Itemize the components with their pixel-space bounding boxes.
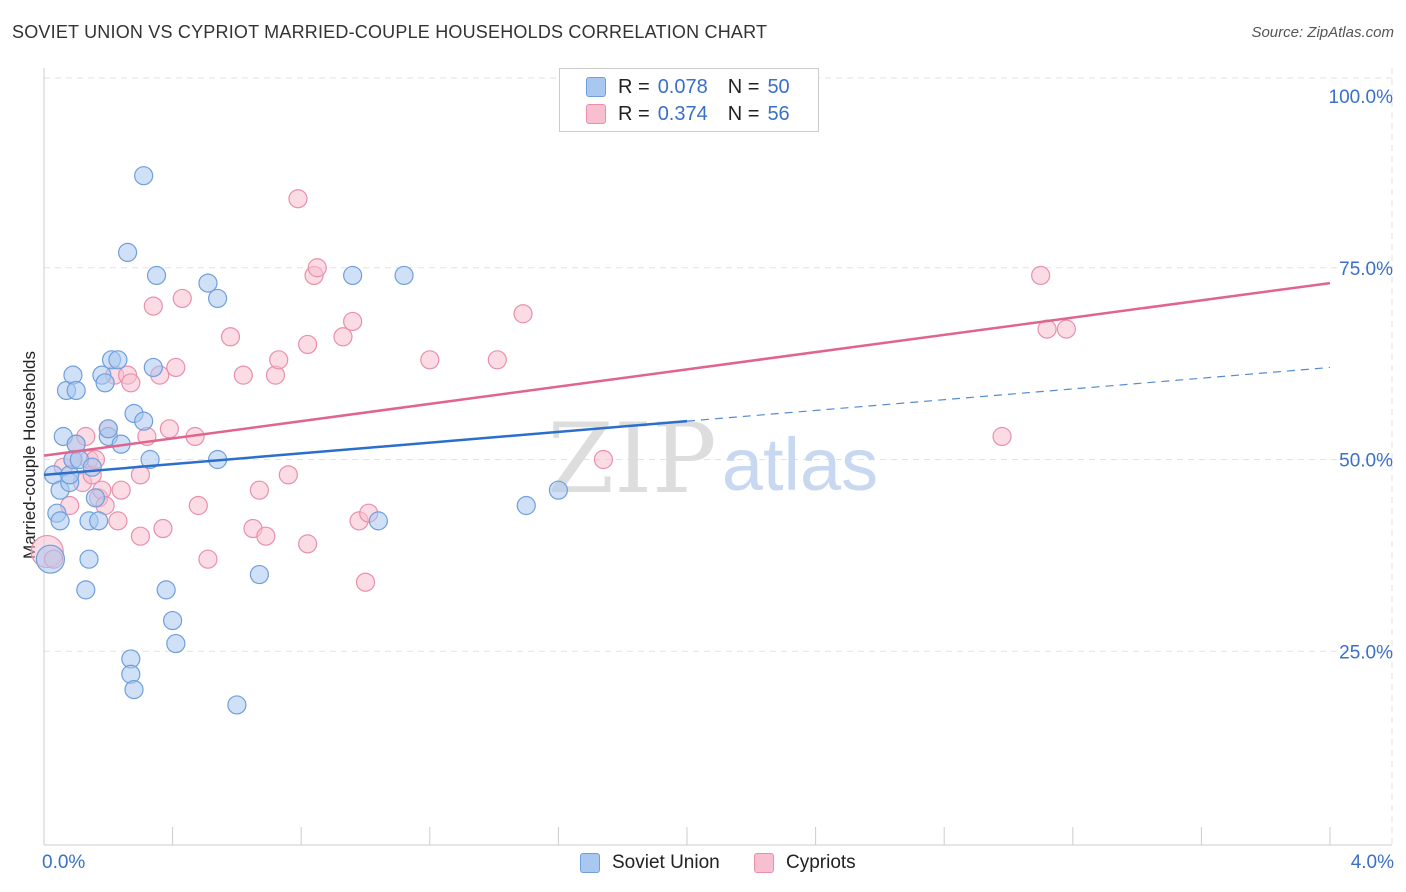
data-point	[208, 288, 228, 309]
data-point	[513, 304, 533, 324]
data-point	[35, 544, 66, 574]
data-point	[66, 380, 86, 401]
series-swatch-blue	[580, 853, 600, 873]
trend-line-soviet-union	[43, 419, 688, 477]
data-point	[220, 327, 241, 347]
data-point	[95, 373, 115, 393]
x-tick-label-min: 0.0%	[42, 852, 86, 873]
data-point	[298, 334, 318, 355]
data-point	[153, 518, 173, 539]
data-point	[79, 549, 99, 569]
data-point	[487, 350, 507, 370]
data-point	[124, 679, 144, 700]
trend-line-soviet-union-extension	[686, 366, 1331, 422]
data-point	[288, 189, 308, 209]
legend-n-value: 56	[767, 102, 790, 125]
data-point	[249, 480, 270, 500]
data-point	[355, 572, 376, 592]
y-tick-label: 100.0%	[1329, 87, 1394, 108]
data-point	[76, 580, 96, 600]
source-label: Source: ZipAtlas.com	[1251, 24, 1394, 41]
legend-swatch-pink	[586, 104, 606, 124]
legend-row-soviet-union: R = 0.078 N = 50	[586, 75, 798, 99]
data-point	[140, 449, 160, 470]
data-point	[50, 511, 70, 531]
data-point	[98, 419, 118, 439]
series-legend-label: Cypriots	[786, 852, 856, 873]
data-point	[82, 457, 102, 477]
legend-r-value: 0.374	[657, 102, 708, 125]
data-point	[269, 350, 289, 370]
y-tick-label: 25.0%	[1339, 642, 1393, 663]
trend-line-cypriots	[43, 281, 1331, 457]
data-point	[172, 288, 192, 309]
data-point	[343, 311, 363, 332]
data-point	[307, 258, 327, 278]
data-point	[159, 419, 179, 439]
data-point	[188, 495, 208, 516]
data-point	[233, 365, 253, 385]
data-point	[368, 511, 388, 531]
legend-r-label: R =	[618, 102, 650, 125]
data-point	[593, 449, 614, 470]
data-point	[394, 265, 414, 286]
data-point	[256, 526, 276, 546]
data-point	[111, 480, 131, 500]
legend-n-label: N =	[727, 102, 760, 125]
data-point	[130, 526, 151, 546]
data-point	[1031, 265, 1051, 286]
data-point	[166, 633, 186, 654]
data-point	[298, 534, 318, 554]
data-point	[343, 265, 363, 286]
data-point	[134, 166, 154, 186]
data-point	[166, 357, 186, 378]
data-point	[143, 296, 163, 316]
chart-title: SOVIET UNION VS CYPRIOT MARRIED-COUPLE H…	[12, 22, 768, 42]
legend-row-cypriots: R = 0.374 N = 56	[586, 102, 798, 126]
data-point	[198, 273, 218, 293]
data-point	[278, 465, 298, 485]
correlation-legend: R = 0.078 N = 50 R = 0.374 N = 56	[559, 68, 819, 132]
legend-n-label: N =	[727, 75, 760, 98]
series-swatch-pink	[754, 853, 774, 873]
legend-n-value: 50	[767, 75, 790, 98]
data-point	[108, 511, 128, 531]
data-point	[146, 265, 167, 286]
data-point	[1056, 319, 1076, 339]
data-point	[516, 495, 536, 516]
x-tick-label-max: 4.0%	[1350, 852, 1394, 873]
y-tick-label: 50.0%	[1339, 451, 1393, 472]
data-point	[134, 411, 154, 431]
data-point	[163, 610, 183, 631]
data-point	[198, 549, 218, 569]
data-point	[156, 580, 176, 600]
data-point	[143, 357, 163, 378]
data-point	[89, 511, 109, 531]
data-point	[121, 373, 141, 393]
series-legend: Soviet Union Cypriots	[0, 852, 1406, 876]
data-point	[333, 327, 353, 347]
data-point	[992, 426, 1012, 447]
legend-r-label: R =	[618, 75, 650, 98]
watermark-atlas: atlas	[722, 423, 878, 506]
data-point	[85, 488, 106, 508]
watermark-zip: ZIP	[547, 403, 716, 515]
data-point	[249, 564, 270, 585]
data-point	[548, 480, 569, 500]
legend-r-value: 0.078	[657, 75, 708, 98]
data-point	[227, 695, 247, 715]
data-point	[117, 242, 138, 263]
series-legend-soviet-union[interactable]: Soviet Union	[580, 852, 720, 874]
legend-swatch-blue	[586, 77, 606, 97]
data-point	[420, 350, 440, 370]
series-legend-cypriots[interactable]: Cypriots	[754, 852, 856, 874]
data-point	[108, 350, 128, 370]
series-legend-label: Soviet Union	[612, 852, 720, 873]
y-tick-label: 75.0%	[1339, 259, 1393, 280]
